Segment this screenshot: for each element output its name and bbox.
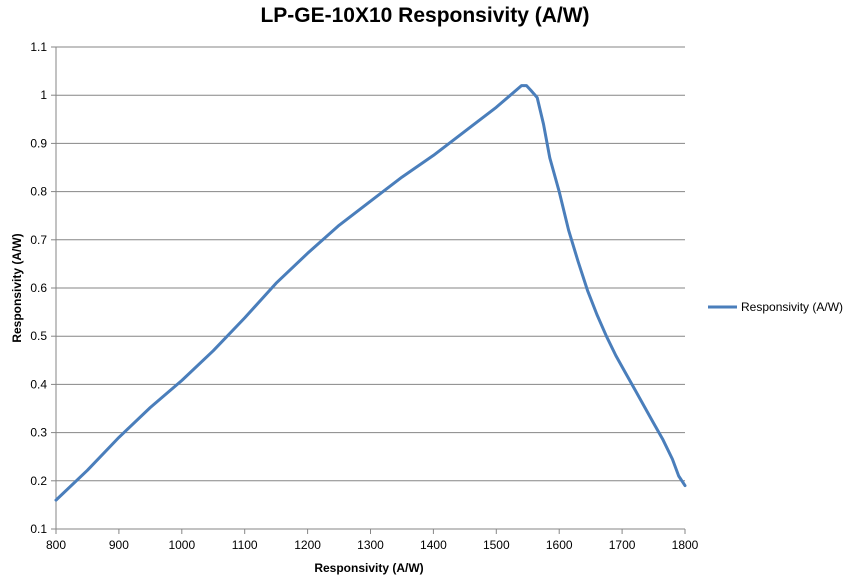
x-axis-title: Responsivity (A/W) <box>314 561 423 575</box>
x-tick-label: 800 <box>46 538 66 552</box>
y-tick-label: 0.6 <box>30 281 47 295</box>
y-tick-label: 0.8 <box>30 185 47 199</box>
x-tick-label: 1700 <box>609 538 636 552</box>
gridlines <box>56 46 685 530</box>
x-tick-label: 1500 <box>483 538 510 552</box>
x-tick-label: 1600 <box>546 538 573 552</box>
legend-label: Responsivity (A/W) <box>741 300 843 314</box>
y-axis-title: Responsivity (A/W) <box>10 233 24 342</box>
x-tick-label: 1200 <box>294 538 321 552</box>
legend: Responsivity (A/W) <box>708 300 843 314</box>
series-group <box>54 84 687 502</box>
y-tick-label: 0.2 <box>30 474 47 488</box>
y-tick-label: 0.5 <box>30 329 47 343</box>
x-tick-label: 900 <box>109 538 129 552</box>
y-tick-label: 0.3 <box>30 426 47 440</box>
y-tick-label: 0.4 <box>30 377 47 391</box>
series-line <box>54 84 687 502</box>
y-tick-label: 0.7 <box>30 233 47 247</box>
x-tick-label: 1000 <box>168 538 195 552</box>
x-tick-label: 1100 <box>232 538 258 552</box>
y-tick-label: 1.1 <box>30 40 47 54</box>
x-tick-labels: 800 900 1000 1100 1200 1300 1400 1500 1600 1700 18… <box>46 538 699 552</box>
y-tick-labels: 0.1 0.2 0.3 0.4 0.5 0.6 0.7 0.8 0.9 1 1.1 <box>30 40 47 536</box>
y-tick-label: 0.9 <box>30 136 47 150</box>
chart-title: LP-GE-10X10 Responsivity (A/W) <box>260 4 590 27</box>
x-tick-label: 1300 <box>357 538 384 552</box>
y-tick-label: 1 <box>40 88 47 102</box>
x-tick-label: 1800 <box>672 538 699 552</box>
x-tick-label: 1400 <box>420 538 447 552</box>
y-tick-label: 0.1 <box>30 522 47 536</box>
axes <box>51 46 686 534</box>
